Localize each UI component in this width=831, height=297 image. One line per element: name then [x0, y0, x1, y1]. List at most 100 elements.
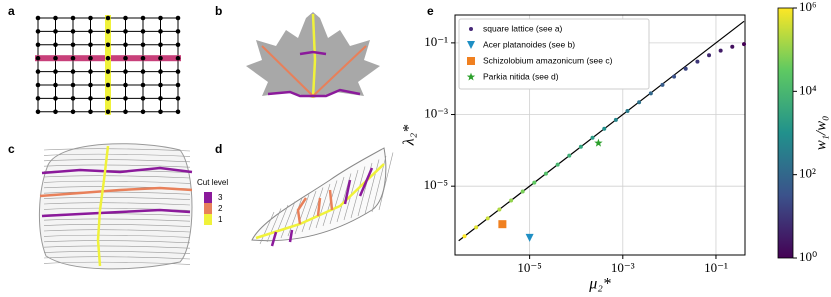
lattice-node [123, 82, 128, 88]
thin-vein [43, 240, 191, 244]
lattice-node [35, 109, 41, 115]
thin-vein [350, 166, 366, 219]
data-point [625, 109, 630, 114]
thin-vein [43, 197, 191, 200]
lattice-node [123, 109, 128, 115]
legend-label: Parkia nitida (see d) [483, 71, 559, 81]
lattice-node [175, 109, 181, 115]
legend-marker [467, 57, 475, 65]
panel-label: b [215, 4, 222, 18]
lattice-node [105, 55, 111, 61]
legend-marker [466, 72, 476, 81]
lattice-node [175, 96, 181, 101]
x-tick-label: 10⁻¹ [704, 260, 728, 275]
lattice-node [140, 42, 146, 48]
lattice-node [35, 69, 41, 74]
lattice-node [53, 55, 58, 61]
legend-marker [467, 41, 475, 49]
lattice-node [158, 55, 163, 61]
lattice-node [105, 109, 111, 115]
vein [261, 45, 367, 97]
lattice-node [158, 96, 163, 101]
lattice-node [105, 69, 111, 74]
data-point [742, 42, 747, 47]
data-point [474, 225, 479, 230]
lattice-node [53, 69, 58, 74]
lattice-node [158, 29, 163, 34]
data-point [672, 74, 677, 79]
colorbar-tick-label: 10⁰ [799, 249, 817, 264]
lattice-node [88, 109, 93, 115]
lattice-node [53, 29, 58, 34]
lattice-node [158, 82, 163, 88]
lattice-node [140, 82, 146, 88]
data-point [602, 126, 607, 131]
data-point [555, 162, 560, 167]
panel-label: c [8, 142, 15, 156]
lattice-node [70, 82, 76, 88]
data-point [590, 135, 595, 140]
x-tick-label: 10⁻⁵ [517, 260, 541, 275]
vein [41, 166, 193, 175]
lattice-node [70, 29, 76, 34]
lattice-node [53, 82, 58, 88]
thin-vein [378, 152, 394, 211]
legend-label: Acer platanoides (see b) [483, 39, 575, 49]
cut-level-swatch [204, 192, 212, 203]
vein [311, 13, 317, 99]
lattice-node [35, 29, 41, 34]
thin-vein [43, 180, 191, 184]
thin-vein [43, 229, 191, 233]
lattice-node [140, 69, 146, 74]
data-point [462, 234, 467, 239]
lattice-node [123, 69, 128, 74]
reference-line [458, 20, 745, 242]
data-point [497, 207, 502, 212]
lattice-node [88, 42, 93, 48]
data-point [525, 233, 534, 242]
panels-a-d [39, 12, 394, 270]
vein [299, 50, 327, 56]
panel-label: e [427, 4, 434, 18]
cut-vertical [105, 15, 111, 115]
lattice-node [70, 42, 76, 48]
data-point [520, 189, 525, 194]
colorbar-tick-label: 10⁶ [799, 0, 817, 14]
vein [270, 167, 374, 247]
thin-vein [43, 159, 191, 163]
lattice-node [105, 15, 111, 21]
lattice-node [123, 29, 128, 34]
thin-vein [43, 153, 191, 157]
thin-vein [280, 201, 296, 239]
lattice-node [88, 29, 93, 34]
cut-level-label: 3 [218, 193, 223, 202]
thin-vein [43, 256, 191, 260]
lattice-node [123, 42, 128, 48]
thin-vein [308, 187, 324, 231]
thin-vein [294, 194, 310, 235]
lattice-node [70, 15, 76, 21]
y-axis-label: λ₂* [401, 125, 418, 147]
data-point [578, 144, 583, 149]
data-point [730, 44, 735, 49]
lattice-node [175, 82, 181, 88]
vein [96, 145, 110, 267]
lattice-node [53, 15, 58, 21]
data-point [648, 91, 653, 96]
thin-vein [43, 234, 191, 238]
lattice-node [175, 15, 181, 21]
cut-level-swatch [204, 203, 212, 214]
leaf-d [251, 147, 387, 242]
thin-vein [322, 180, 338, 227]
thin-vein [43, 218, 191, 222]
data-point [660, 82, 665, 87]
lattice-node [175, 29, 181, 34]
thin-vein [315, 183, 331, 229]
lattice-node [105, 82, 111, 88]
data-point [532, 180, 537, 185]
lattice-node [175, 69, 181, 74]
lattice-node [53, 96, 58, 101]
thin-vein [43, 175, 191, 179]
lattice-node [70, 96, 76, 101]
